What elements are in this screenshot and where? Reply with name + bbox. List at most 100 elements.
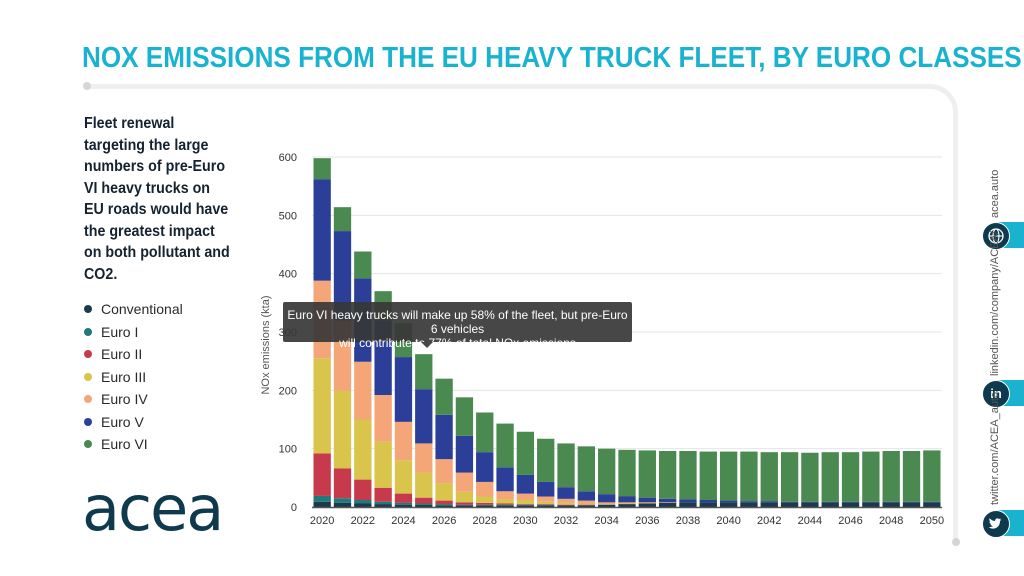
bar-segment-euro-vi (577, 446, 596, 492)
bar-segment-euro-v (557, 487, 575, 499)
x-tick-label: 2040 (716, 515, 740, 527)
page-title: NOX EMISSIONS FROM THE EU HEAVY TRUCK FL… (82, 42, 1022, 74)
bar-segment-euro-iv (658, 502, 677, 503)
bar-segment-euro-v (923, 501, 941, 503)
website-link[interactable]: acea.auto (989, 169, 1001, 218)
x-tick-label: 2036 (635, 515, 659, 527)
bar-segment-euro-v (699, 500, 717, 503)
bar-segment-euro-vi (862, 451, 880, 502)
bar-segment-euro-vi (638, 450, 656, 498)
y-tick-label: 0 (291, 502, 297, 514)
bar-segment-conventional (313, 501, 331, 507)
bar-segment-euro-vi (598, 448, 616, 495)
bar-segment-euro-v (476, 452, 494, 482)
bar-segment-euro-iii (598, 504, 616, 505)
bar-segment-euro-vi (740, 451, 758, 502)
x-tick-label: 2050 (920, 515, 944, 527)
bar-segment-euro-iii (577, 503, 596, 505)
bar-segment-euro-i (374, 501, 392, 505)
bar-segment-euro-ii (537, 504, 555, 505)
bar-segment-conventional (719, 502, 738, 507)
bar-segment-euro-iii (313, 358, 331, 454)
bar-segment-conventional (374, 504, 392, 507)
bar-segment-euro-vi (333, 207, 352, 232)
bar-segment-euro-vi (760, 452, 778, 502)
bar-segment-euro-ii (333, 468, 352, 499)
bar-segment-euro-i (516, 504, 535, 506)
bar-segment-euro-v (496, 467, 514, 492)
bar-segment-euro-ii (394, 493, 413, 503)
bar-segment-euro-iv (557, 498, 575, 503)
bar-segment-euro-vi (882, 451, 900, 502)
x-tick-label: 2022 (351, 515, 375, 527)
bar-segment-conventional (557, 505, 575, 507)
bar-segment-euro-ii (496, 503, 514, 505)
y-tick-label: 100 (279, 444, 297, 456)
bar-segment-conventional (435, 505, 453, 507)
bar-segment-conventional (333, 502, 352, 507)
bar-segment-euro-vi (699, 451, 717, 500)
x-tick-label: 2048 (879, 515, 903, 527)
bar-segment-euro-vi (435, 378, 453, 415)
bar-segment-euro-ii (455, 502, 474, 505)
bar-segment-conventional (862, 502, 880, 507)
bar-segment-conventional (821, 502, 839, 507)
bar-segment-conventional (415, 504, 433, 507)
bar-segment-euro-iv (374, 395, 392, 442)
bar-segment-conventional (394, 504, 413, 507)
x-tick-label: 2046 (838, 515, 862, 527)
bar-segment-euro-vi (902, 451, 921, 502)
bar-segment-euro-iii (333, 390, 352, 469)
bar-segment-euro-iv (476, 481, 494, 497)
bar-segment-euro-iv (394, 421, 413, 461)
bar-segment-euro-ii (577, 504, 596, 506)
content-panel-border (86, 84, 958, 544)
bar-segment-conventional (598, 504, 616, 507)
bar-segment-euro-iv (598, 502, 616, 505)
bar-segment-euro-v (333, 231, 352, 321)
bar-segment-euro-vi (476, 412, 494, 453)
bar-segment-euro-i (333, 498, 352, 503)
bar-segment-euro-vi (841, 452, 860, 502)
intro-text: Fleet renewal targeting the large number… (84, 115, 230, 283)
bar-segment-conventional (354, 503, 372, 507)
x-tick-label: 2024 (391, 515, 415, 527)
bar-segment-euro-v (658, 498, 677, 503)
bar-segment-euro-v (902, 501, 921, 503)
bar-segment-euro-vi (455, 397, 474, 436)
bar-segment-euro-iii (435, 483, 453, 501)
legend-swatch (84, 440, 92, 449)
bar-segment-euro-iv (455, 472, 474, 492)
bar-segment-euro-v (638, 497, 656, 503)
x-tick-label: 2042 (757, 515, 781, 527)
x-tick-label: 2026 (432, 515, 456, 527)
legend-item: Euro V (84, 411, 183, 434)
bar-segment-euro-vi (537, 438, 555, 482)
legend-item: Euro III (84, 366, 183, 389)
bar-segment-euro-v (516, 474, 535, 494)
x-tick-label: 2044 (798, 515, 822, 527)
bar-segment-euro-v (882, 501, 900, 503)
bar-segment-conventional (516, 505, 535, 507)
twitter-link[interactable]: twitter.com/ACEA_auto (989, 391, 1001, 505)
decorative-dot (952, 538, 960, 546)
bar-segment-euro-v (740, 501, 758, 503)
bar-segment-euro-vi (313, 158, 331, 180)
bar-segment-euro-vi (821, 452, 839, 502)
legend-item: Euro I (84, 321, 183, 344)
bar-segment-euro-v (862, 501, 880, 503)
linkedin-link[interactable]: linkedin.com/company/ACEA/ (989, 231, 1001, 376)
bar-segment-conventional (902, 502, 921, 507)
bar-segment-euro-vi (557, 443, 575, 488)
bar-segment-euro-vi (923, 450, 941, 502)
legend-item: Conventional (84, 298, 183, 321)
x-tick-label: 2020 (310, 515, 334, 527)
x-tick-label: 2028 (472, 515, 496, 527)
globe-icon (982, 222, 1010, 250)
bar-segment-conventional (618, 504, 636, 507)
x-tick-label: 2034 (594, 515, 618, 527)
bar-segment-conventional (638, 503, 656, 507)
bar-segment-euro-ii (516, 504, 535, 505)
bar-segment-euro-v (598, 494, 616, 503)
bar-segment-euro-i (537, 504, 555, 506)
